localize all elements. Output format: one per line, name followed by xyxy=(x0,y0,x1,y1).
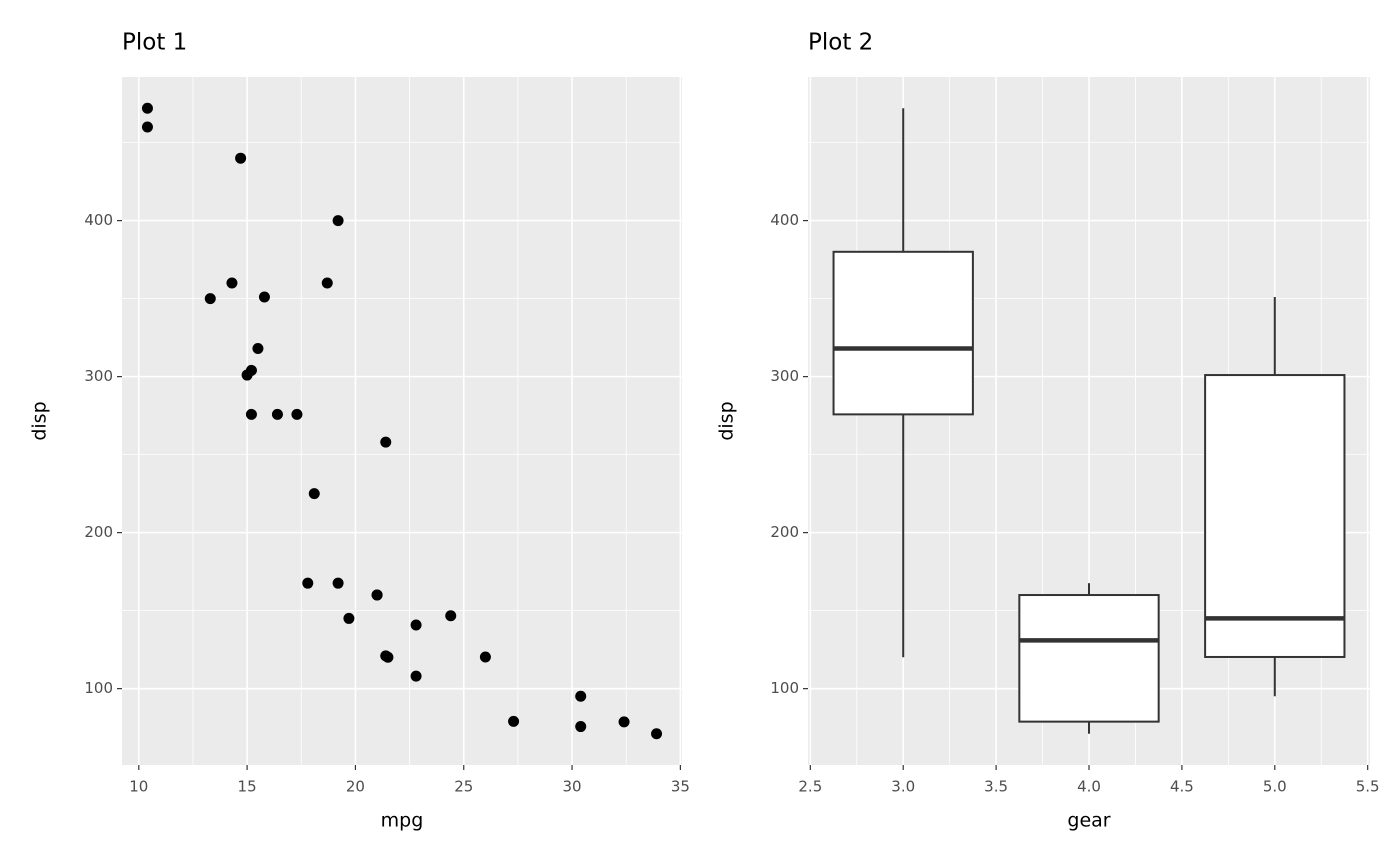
x-axis-label: mpg xyxy=(381,810,424,832)
point xyxy=(410,619,422,631)
box xyxy=(1018,594,1160,723)
point xyxy=(508,715,520,727)
y-tick-label: 400 xyxy=(84,211,113,229)
y-tick-label: 100 xyxy=(770,679,799,697)
y-tick-label: 100 xyxy=(84,679,113,697)
x-tick-label: 5.0 xyxy=(1263,778,1287,796)
x-tick-label: 3.5 xyxy=(984,778,1008,796)
x-tick-label: 25 xyxy=(454,778,473,796)
y-axis-label: disp xyxy=(716,401,738,440)
point xyxy=(241,369,253,381)
point xyxy=(479,651,491,663)
x-axis-label: gear xyxy=(1067,810,1110,832)
point xyxy=(235,152,247,164)
point xyxy=(271,408,283,420)
point xyxy=(252,343,264,355)
point xyxy=(343,612,355,624)
point xyxy=(332,577,344,589)
y-axis-label: disp xyxy=(29,401,51,440)
chart-title: Plot 1 xyxy=(122,30,187,56)
point xyxy=(410,670,422,682)
point xyxy=(380,650,392,662)
point xyxy=(245,408,257,420)
point xyxy=(575,721,587,733)
x-tick-label: 15 xyxy=(238,778,257,796)
x-tick-label: 4.0 xyxy=(1077,778,1101,796)
y-tick-label: 300 xyxy=(84,367,113,385)
point xyxy=(258,291,270,303)
x-tick-label: 20 xyxy=(346,778,365,796)
point xyxy=(226,277,238,289)
y-tick-label: 200 xyxy=(84,523,113,541)
point xyxy=(291,408,303,420)
x-tick-label: 30 xyxy=(563,778,582,796)
point xyxy=(371,589,383,601)
x-tick-label: 35 xyxy=(671,778,690,796)
point xyxy=(380,436,392,448)
point xyxy=(332,215,344,227)
box xyxy=(832,250,974,416)
x-tick-label: 2.5 xyxy=(798,778,822,796)
point xyxy=(302,577,314,589)
y-tick-label: 200 xyxy=(770,523,799,541)
x-tick-label: 3.0 xyxy=(891,778,915,796)
chart-title: Plot 2 xyxy=(808,30,873,56)
point xyxy=(445,610,457,622)
panel-background xyxy=(122,77,682,765)
point xyxy=(141,121,153,133)
point xyxy=(308,488,320,500)
x-tick-label: 4.5 xyxy=(1170,778,1194,796)
point xyxy=(575,690,587,702)
x-tick-label: 5.5 xyxy=(1356,778,1380,796)
point xyxy=(618,716,630,728)
point xyxy=(321,277,333,289)
y-tick-label: 400 xyxy=(770,211,799,229)
point xyxy=(141,102,153,114)
y-tick-label: 300 xyxy=(770,367,799,385)
box xyxy=(1204,374,1346,658)
x-tick-label: 10 xyxy=(129,778,148,796)
point xyxy=(204,293,216,305)
point xyxy=(651,728,663,740)
